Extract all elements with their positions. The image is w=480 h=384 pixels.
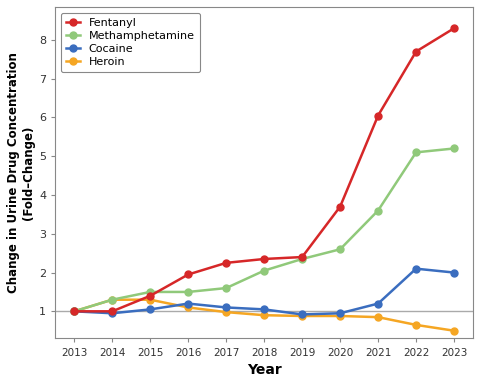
X-axis label: Year: Year	[247, 363, 282, 377]
Cocaine	[147, 307, 153, 312]
Heroin	[375, 315, 381, 319]
Fentanyl	[451, 26, 457, 31]
Methamphetamine	[72, 309, 77, 314]
Fentanyl	[147, 293, 153, 298]
Line: Methamphetamine: Methamphetamine	[71, 145, 457, 315]
Heroin	[185, 305, 191, 310]
Methamphetamine	[261, 268, 267, 273]
Cocaine	[451, 270, 457, 275]
Heroin	[261, 313, 267, 318]
Cocaine	[261, 307, 267, 312]
Heroin	[299, 314, 305, 318]
Cocaine	[185, 301, 191, 306]
Cocaine	[72, 309, 77, 314]
Fentanyl	[223, 261, 229, 265]
Methamphetamine	[413, 150, 419, 155]
Methamphetamine	[147, 290, 153, 294]
Line: Cocaine: Cocaine	[71, 265, 457, 318]
Cocaine	[109, 311, 115, 316]
Fentanyl	[299, 255, 305, 259]
Legend: Fentanyl, Methamphetamine, Cocaine, Heroin: Fentanyl, Methamphetamine, Cocaine, Hero…	[61, 13, 200, 73]
Methamphetamine	[299, 257, 305, 261]
Fentanyl	[261, 257, 267, 261]
Methamphetamine	[375, 208, 381, 213]
Methamphetamine	[451, 146, 457, 151]
Heroin	[223, 310, 229, 314]
Cocaine	[375, 301, 381, 306]
Heroin	[337, 314, 343, 318]
Line: Fentanyl: Fentanyl	[71, 25, 457, 315]
Fentanyl	[185, 272, 191, 277]
Heroin	[451, 328, 457, 333]
Fentanyl	[413, 49, 419, 54]
Fentanyl	[109, 309, 115, 314]
Methamphetamine	[337, 247, 343, 252]
Fentanyl	[72, 309, 77, 314]
Methamphetamine	[185, 290, 191, 294]
Cocaine	[337, 311, 343, 316]
Fentanyl	[375, 113, 381, 118]
Cocaine	[299, 312, 305, 317]
Heroin	[413, 323, 419, 327]
Methamphetamine	[223, 286, 229, 290]
Cocaine	[223, 305, 229, 310]
Methamphetamine	[109, 297, 115, 302]
Y-axis label: Change in Urine Drug Concentration
(Fold–Change): Change in Urine Drug Concentration (Fold…	[7, 52, 35, 293]
Cocaine	[413, 266, 419, 271]
Heroin	[147, 297, 153, 302]
Heroin	[72, 309, 77, 314]
Fentanyl	[337, 204, 343, 209]
Heroin	[109, 297, 115, 302]
Line: Heroin: Heroin	[71, 296, 457, 334]
